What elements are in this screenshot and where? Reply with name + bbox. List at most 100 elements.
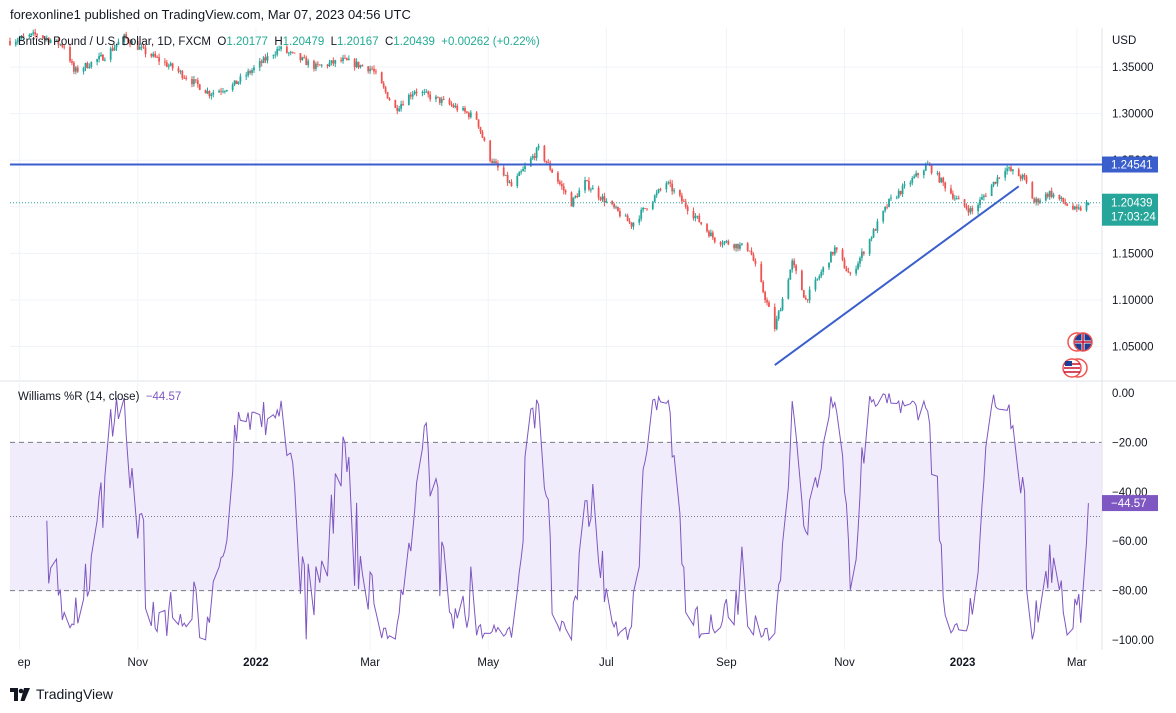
candle-body [560, 183, 563, 187]
candle [386, 91, 389, 99]
candle-body [59, 44, 62, 45]
candle [682, 198, 685, 202]
tradingview-logo-icon [10, 687, 30, 701]
candle-body [545, 160, 548, 163]
candle-body [605, 200, 608, 203]
candle [518, 171, 521, 177]
candle-body [843, 259, 846, 269]
candle-body [752, 254, 755, 261]
candle-body [874, 229, 877, 231]
candle [22, 33, 25, 37]
wr-tick-label: −80.00 [1112, 586, 1148, 598]
candle [1075, 204, 1078, 213]
candle [828, 262, 830, 270]
candle [564, 189, 567, 195]
candle-body [438, 97, 441, 103]
currency-flags [1062, 332, 1093, 378]
candle [733, 243, 736, 251]
candle [965, 203, 968, 211]
candle-body [642, 207, 645, 210]
candle-body [301, 57, 304, 61]
candle-body [591, 188, 594, 190]
candle [448, 97, 451, 106]
candle-body [750, 250, 753, 255]
candle-body [1077, 207, 1080, 209]
candle [979, 196, 981, 209]
candle [711, 230, 714, 240]
candle-body [316, 63, 319, 65]
candle-body [413, 91, 416, 95]
candle [320, 64, 323, 68]
candle [249, 69, 251, 75]
candle [665, 181, 668, 193]
candle-body [452, 105, 455, 108]
candle [558, 179, 561, 186]
candle [740, 243, 743, 246]
candle [193, 75, 195, 87]
candle-body [9, 41, 11, 45]
candle-body [100, 54, 102, 57]
candle [427, 90, 430, 98]
candle [624, 213, 627, 217]
candle-body [938, 172, 941, 183]
indicator-legend[interactable]: Williams %R (14, close) −44.57 [18, 391, 181, 403]
candle [206, 87, 209, 95]
candle [71, 58, 73, 66]
candle-body [225, 90, 228, 92]
tradingview-brand[interactable]: TradingView [10, 686, 113, 702]
candle-body [502, 167, 505, 176]
candle-body [86, 63, 89, 68]
candle-body [533, 156, 536, 158]
candle [613, 202, 615, 210]
candle [903, 180, 906, 189]
candle-body [804, 297, 807, 300]
open-value: 1.20177 [226, 36, 268, 48]
candle-body [380, 72, 383, 84]
price-tick-label: 1.15000 [1112, 248, 1154, 260]
candle-body [90, 61, 93, 67]
candle [764, 290, 767, 303]
candle-body [719, 242, 722, 245]
candle-body [682, 201, 685, 202]
williams-polyline [46, 393, 1089, 642]
candle-body [191, 79, 193, 85]
candle [328, 59, 331, 68]
candle-body [644, 207, 646, 209]
candle-body [427, 91, 430, 95]
candle [479, 126, 482, 135]
candle [76, 65, 79, 73]
candle [708, 229, 710, 238]
time-tick-label: May [477, 657, 499, 669]
candle [857, 261, 859, 271]
candle-body [30, 33, 33, 36]
candle-body [768, 302, 770, 307]
candle-body [733, 244, 736, 249]
candle-body [754, 260, 757, 264]
candle-body [466, 111, 468, 113]
candle-body [535, 148, 538, 158]
candle [435, 94, 437, 103]
candle [830, 251, 832, 263]
candle [1044, 191, 1047, 202]
candle-body [245, 75, 248, 77]
candle [870, 236, 873, 242]
candle-body [903, 184, 906, 186]
candle [373, 65, 375, 75]
candle-body [1064, 202, 1067, 204]
candle [415, 88, 418, 97]
candle [578, 187, 581, 198]
candle [547, 159, 550, 164]
candle-body [537, 145, 540, 149]
candle [400, 100, 403, 112]
candle [436, 96, 439, 99]
candle-body [328, 62, 331, 67]
candle-body [222, 91, 224, 93]
candle [489, 139, 492, 163]
time-tick-label: Mar [360, 657, 380, 669]
time-tick-label: ep [18, 657, 31, 669]
candle-body [520, 171, 523, 173]
symbol-legend[interactable]: British Pound / U.S. Dollar, 1D, FXCM O1… [18, 36, 540, 48]
candle [531, 153, 534, 160]
candle [944, 181, 947, 192]
